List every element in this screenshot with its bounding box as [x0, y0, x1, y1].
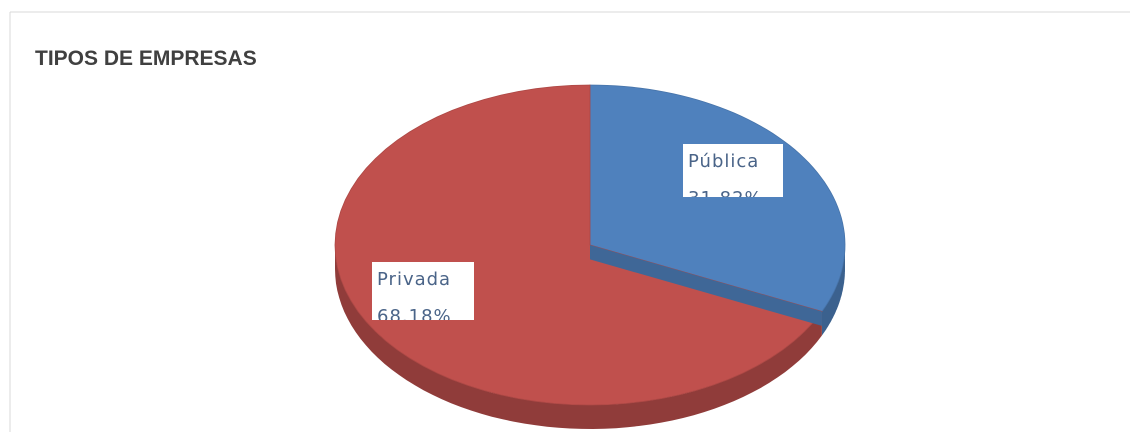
data-label: Pública 31.82%: [683, 144, 783, 209]
slice: [589, 84, 846, 312]
label-value: 68.18%: [377, 306, 452, 327]
slice-side: [335, 245, 822, 429]
label-name: Privada: [377, 269, 451, 290]
data-label: Privada 68.18%: [372, 262, 474, 327]
label-name: Pública: [688, 151, 759, 172]
chart-title: TIPOS DE EMPRESAS: [35, 47, 257, 70]
slice: [334, 84, 823, 406]
label-value: 31.82%: [688, 188, 763, 209]
slice-side: [821, 245, 845, 336]
pie: [334, 84, 846, 429]
label-box: [683, 144, 783, 197]
slice-face: [590, 245, 822, 326]
labels: Pública 31.82% Privada 68.18%: [372, 144, 783, 327]
label-box: [372, 262, 474, 320]
